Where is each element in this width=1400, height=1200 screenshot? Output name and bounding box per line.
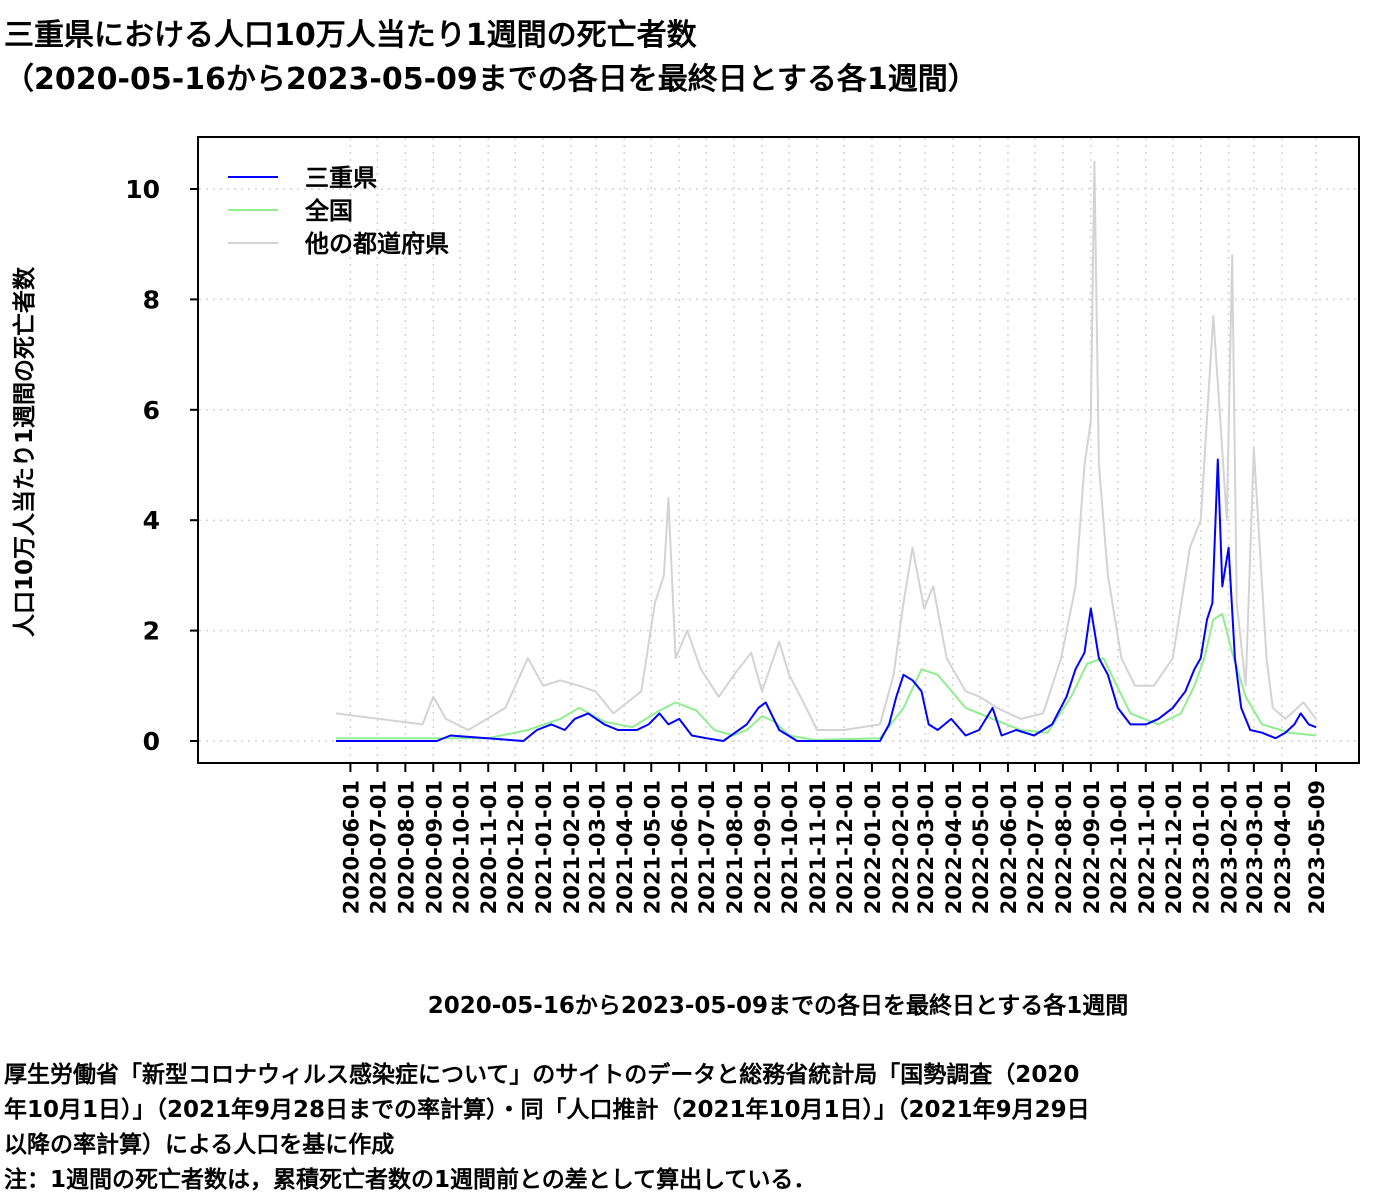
x-tick-label: 2021-10-01 bbox=[778, 780, 802, 914]
x-tick-label: 2020-08-01 bbox=[394, 780, 418, 914]
national-series bbox=[336, 613, 1317, 741]
x-tick-label: 2021-11-01 bbox=[806, 780, 830, 914]
x-tick-label: 2022-06-01 bbox=[997, 780, 1021, 914]
x-tick-label: 2022-03-01 bbox=[914, 780, 938, 914]
y-axis-title: 人口10万人当たり1週間の死亡者数 bbox=[12, 266, 38, 638]
x-tick-label: 2022-07-01 bbox=[1024, 780, 1048, 914]
x-tick-label: 2020-10-01 bbox=[449, 780, 473, 914]
x-tick-label: 2022-04-01 bbox=[942, 780, 966, 914]
x-tick-label: 2021-12-01 bbox=[833, 780, 857, 914]
x-axis: 2020-06-01 2020-07-01 2020-08-01 2020-09-01… bbox=[339, 762, 1329, 914]
note-line-4: 注：1週間の死亡者数は，累積死亡者数の1週間前との差として算出している． bbox=[4, 1167, 817, 1193]
x-tick-label: 2022-09-01 bbox=[1080, 780, 1104, 914]
legend-label-mie: 三重県 bbox=[305, 164, 377, 192]
series-line-other-prefectures bbox=[335, 160, 1317, 731]
legend: 三重県 全国 他の都道府県 bbox=[228, 164, 449, 258]
x-tick-label: 2020-12-01 bbox=[504, 780, 528, 914]
x-tick-label: 2021-07-01 bbox=[695, 780, 719, 914]
other-prefectures-series bbox=[335, 160, 1317, 731]
y-tick-label: 6 bbox=[143, 396, 160, 425]
y-axis: 0 2 4 6 8 10 bbox=[125, 175, 198, 756]
x-tick-label: 2022-12-01 bbox=[1162, 780, 1186, 914]
x-tick-label: 2023-03-01 bbox=[1243, 780, 1267, 914]
x-tick-label: 2022-02-01 bbox=[889, 780, 913, 914]
note-line-1: 厚生労働省「新型コロナウィルス感染症について」のサイトのデータと総務省統計局「国… bbox=[4, 1062, 1080, 1088]
x-tick-label: 2021-04-01 bbox=[613, 780, 637, 914]
y-tick-label: 4 bbox=[143, 506, 160, 535]
x-tick-label: 2023-01-01 bbox=[1190, 780, 1214, 914]
note-line-2: 年10月1日）」（2021年9月28日までの率計算）・同「人口推計（2021年1… bbox=[4, 1097, 1090, 1123]
source-notes: 厚生労働省「新型コロナウィルス感染症について」のサイトのデータと総務省統計局「国… bbox=[4, 1058, 1396, 1198]
mie-series bbox=[336, 458, 1317, 742]
y-tick-label: 2 bbox=[143, 617, 160, 646]
x-tick-label: 2022-08-01 bbox=[1052, 780, 1076, 914]
legend-label-other: 他の都道府県 bbox=[304, 230, 449, 258]
chart-title-line1: 三重県における人口10万人当たり1週間の死亡者数 bbox=[4, 18, 697, 53]
chart-title-line2: （2020-05-16から2023-05-09までの各日を最終日とする各1週間） bbox=[4, 62, 978, 97]
x-tick-label: 2020-07-01 bbox=[366, 780, 390, 914]
note-line-3: 以降の率計算）による人口を基に作成 bbox=[4, 1132, 395, 1158]
y-tick-label: 8 bbox=[143, 285, 160, 314]
x-tick-label: 2023-04-01 bbox=[1271, 780, 1295, 914]
y-tick-label: 0 bbox=[143, 727, 160, 756]
legend-label-national: 全国 bbox=[304, 197, 353, 225]
series-line-national bbox=[336, 613, 1317, 741]
x-tick-label: 2020-11-01 bbox=[477, 780, 501, 914]
x-tick-label: 2021-03-01 bbox=[585, 780, 609, 914]
x-tick-label: 2021-09-01 bbox=[751, 780, 775, 914]
y-tick-label: 10 bbox=[125, 175, 160, 204]
x-tick-label: 2022-11-01 bbox=[1135, 780, 1159, 914]
x-tick-label: 2022-01-01 bbox=[861, 780, 885, 914]
x-tick-label: 2020-06-01 bbox=[339, 780, 363, 914]
x-tick-label: 2021-05-01 bbox=[640, 780, 664, 914]
series-line-mie bbox=[336, 458, 1317, 742]
x-tick-label: 2023-05-09 bbox=[1305, 780, 1329, 914]
x-tick-label: 2020-09-01 bbox=[422, 780, 446, 914]
x-tick-label: 2021-08-01 bbox=[723, 780, 747, 914]
x-tick-label: 2021-02-01 bbox=[560, 780, 584, 914]
x-tick-label: 2022-10-01 bbox=[1107, 780, 1131, 914]
x-tick-label: 2021-06-01 bbox=[668, 780, 692, 914]
x-tick-label: 2021-01-01 bbox=[532, 780, 556, 914]
x-tick-label: 2023-02-01 bbox=[1218, 780, 1242, 914]
x-axis-title: 2020-05-16から2023-05-09までの各日を最終日とする各1週間 bbox=[427, 993, 1129, 1019]
x-tick-label: 2022-05-01 bbox=[969, 780, 993, 914]
